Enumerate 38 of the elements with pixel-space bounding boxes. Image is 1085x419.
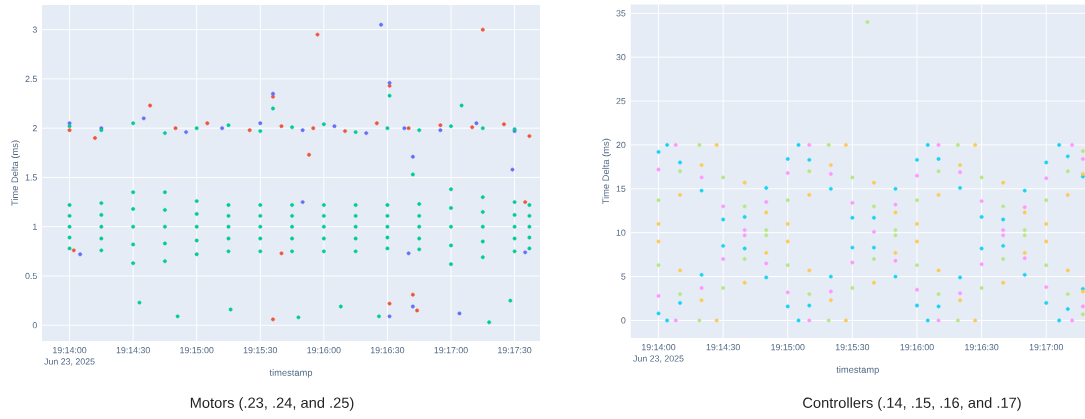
x-tick-label: 19:16:30	[965, 344, 999, 351]
y-tick-label: 35	[616, 10, 626, 17]
text: Jun 23, 2025	[633, 355, 684, 363]
x-tick-label: 19:15:30	[243, 347, 278, 354]
x-tick-label: 19:14:30	[116, 347, 150, 354]
text: Motors (.23, .24, and .25)	[190, 397, 354, 411]
y-axis-title: Time Delta (ms)	[602, 138, 611, 205]
y-axis-title: Time Delta (ms)	[11, 140, 20, 206]
text: Jun 23, 2025	[44, 358, 95, 366]
x-tick-label: 19:17:00	[1029, 344, 1064, 351]
y-tick-label: 15	[616, 185, 626, 192]
x-tick-label: 19:15:00	[771, 344, 805, 351]
x-axis-title: timestamp	[836, 366, 879, 375]
y-tick-label: 2	[32, 125, 37, 132]
x-tick-label: 19:14:00	[642, 344, 676, 351]
x-tick-label: 19:17:30	[498, 347, 532, 354]
x-tick-label: 19:16:30	[370, 347, 405, 354]
x-tick-label: 19:15:30	[835, 344, 870, 351]
x-axis-title: timestamp	[269, 369, 313, 378]
y-tick-label: 10	[616, 229, 626, 236]
y-tick-label: 0.5	[25, 272, 37, 280]
y-tick-label: 30	[616, 54, 626, 61]
x-tick-label: 19:15:00	[180, 347, 214, 354]
y-tick-label: 2.5	[25, 75, 37, 83]
x-tick-label: 19:16:00	[900, 344, 934, 351]
y-tick-label: 3	[32, 26, 37, 33]
x-tick-label: 19:17:00	[434, 347, 468, 354]
y-tick-label: 1.5	[25, 174, 37, 181]
x-tick-label: 19:16:00	[307, 347, 341, 354]
y-tick-label: 25	[616, 97, 626, 105]
y-tick-label: 0	[621, 317, 626, 324]
text: Controllers (.14, .15, .16, and .17)	[803, 397, 1021, 411]
y-tick-label: 5	[621, 273, 626, 280]
x-tick-label: 19:14:30	[706, 344, 740, 351]
y-tick-label: 0	[32, 322, 37, 329]
x-tick-label: 19:14:00	[53, 347, 87, 354]
y-tick-label: 1	[33, 223, 37, 230]
y-tick-label: 20	[616, 141, 626, 149]
